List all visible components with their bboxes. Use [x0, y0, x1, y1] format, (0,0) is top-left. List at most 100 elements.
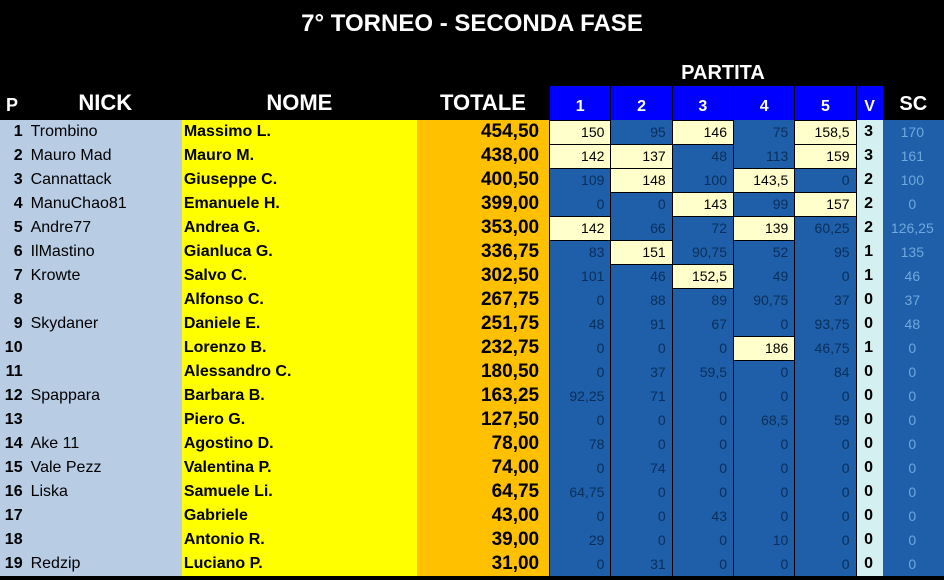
cell-sc: 0: [883, 432, 944, 456]
col-header-totale: TOTALE: [417, 86, 550, 120]
cell-game: 74: [611, 456, 672, 480]
cell-nome: Daniele E.: [182, 312, 417, 336]
cell-totale: 400,50: [417, 168, 550, 192]
cell-nome: Gianluca G.: [182, 240, 417, 264]
cell-game: 48: [672, 144, 733, 168]
cell-v: 3: [856, 120, 883, 144]
cell-game: 75: [734, 120, 795, 144]
cell-totale: 251,75: [417, 312, 550, 336]
cell-sc: 0: [883, 384, 944, 408]
cell-totale: 78,00: [417, 432, 550, 456]
cell-game: 84: [795, 360, 856, 384]
cell-v: 2: [856, 216, 883, 240]
cell-game: 0: [550, 504, 611, 528]
table-row: 8Alfonso C.267,750888990,7537037: [0, 288, 944, 312]
cell-game: 0: [550, 552, 611, 576]
cell-sc: 0: [883, 192, 944, 216]
cell-game: 64,75: [550, 480, 611, 504]
cell-v: 2: [856, 168, 883, 192]
cell-p: 10: [0, 336, 29, 360]
cell-p: 7: [0, 264, 29, 288]
cell-game: 71: [611, 384, 672, 408]
table-row: 1TrombinoMassimo L.454,501509514675158,5…: [0, 120, 944, 144]
cell-nick: Spappara: [29, 384, 182, 408]
col-header-v: V: [856, 86, 883, 120]
cell-nick: Trombino: [29, 120, 182, 144]
cell-v: 3: [856, 144, 883, 168]
cell-game: 37: [795, 288, 856, 312]
cell-game: 0: [611, 408, 672, 432]
cell-game: 52: [734, 240, 795, 264]
cell-v: 0: [856, 288, 883, 312]
table-row: 7KrowteSalvo C.302,5010146152,5490146: [0, 264, 944, 288]
cell-game: 92,25: [550, 384, 611, 408]
cell-game: 31: [611, 552, 672, 576]
cell-game: 0: [611, 336, 672, 360]
cell-game: 10: [734, 528, 795, 552]
cell-v: 0: [856, 528, 883, 552]
cell-sc: 100: [883, 168, 944, 192]
cell-sc: 0: [883, 360, 944, 384]
cell-v: 1: [856, 240, 883, 264]
cell-game: 100: [672, 168, 733, 192]
table-row: 2Mauro MadMauro M.438,001421374811315931…: [0, 144, 944, 168]
cell-game: 186: [734, 336, 795, 360]
cell-game: 0: [611, 480, 672, 504]
cell-game: 137: [611, 144, 672, 168]
cell-game: 83: [550, 240, 611, 264]
cell-nome: Salvo C.: [182, 264, 417, 288]
cell-game: 78: [550, 432, 611, 456]
table-row: 4ManuChao81Emanuele H.399,00001439915720: [0, 192, 944, 216]
cell-nome: Valentina P.: [182, 456, 417, 480]
table-row: 9SkydanerDaniele E.251,75489167093,75048: [0, 312, 944, 336]
cell-nick: Mauro Mad: [29, 144, 182, 168]
cell-game: 0: [672, 432, 733, 456]
cell-game: 0: [672, 408, 733, 432]
cell-nome: Mauro M.: [182, 144, 417, 168]
cell-game: 0: [734, 552, 795, 576]
table-row: 10Lorenzo B.232,7500018646,7510: [0, 336, 944, 360]
cell-game: 67: [672, 312, 733, 336]
cell-totale: 180,50: [417, 360, 550, 384]
cell-v: 0: [856, 312, 883, 336]
table-row: 6IlMastinoGianluca G.336,758315190,75529…: [0, 240, 944, 264]
cell-p: 8: [0, 288, 29, 312]
cell-game: 0: [550, 408, 611, 432]
cell-game: 0: [550, 456, 611, 480]
cell-sc: 135: [883, 240, 944, 264]
cell-game: 89: [672, 288, 733, 312]
col-header-game5: 5: [795, 86, 856, 120]
cell-p: 15: [0, 456, 29, 480]
page-title: 7° TORNEO - SECONDA FASE: [0, 0, 944, 56]
cell-game: 139: [734, 216, 795, 240]
cell-totale: 353,00: [417, 216, 550, 240]
cell-nome: Piero G.: [182, 408, 417, 432]
cell-v: 0: [856, 384, 883, 408]
cell-game: 0: [795, 432, 856, 456]
cell-nome: Andrea G.: [182, 216, 417, 240]
cell-nick: Ake 11: [29, 432, 182, 456]
cell-sc: 0: [883, 528, 944, 552]
cell-game: 91: [611, 312, 672, 336]
cell-game: 37: [611, 360, 672, 384]
cell-nick: Vale Pezz: [29, 456, 182, 480]
cell-totale: 267,75: [417, 288, 550, 312]
cell-nick: Skydaner: [29, 312, 182, 336]
cell-game: 151: [611, 240, 672, 264]
cell-totale: 31,00: [417, 552, 550, 576]
cell-sc: 0: [883, 408, 944, 432]
cell-nome: Antonio R.: [182, 528, 417, 552]
cell-nick: [29, 504, 182, 528]
col-header-nick: NICK: [29, 86, 182, 120]
cell-sc: 0: [883, 504, 944, 528]
cell-nome: Alfonso C.: [182, 288, 417, 312]
cell-game: 0: [734, 480, 795, 504]
cell-game: 142: [550, 216, 611, 240]
cell-p: 16: [0, 480, 29, 504]
cell-game: 66: [611, 216, 672, 240]
table-row: 14Ake 11Agostino D.78,0078000000: [0, 432, 944, 456]
cell-p: 18: [0, 528, 29, 552]
cell-nick: Andre77: [29, 216, 182, 240]
cell-sc: 126,25: [883, 216, 944, 240]
cell-nome: Samuele Li.: [182, 480, 417, 504]
